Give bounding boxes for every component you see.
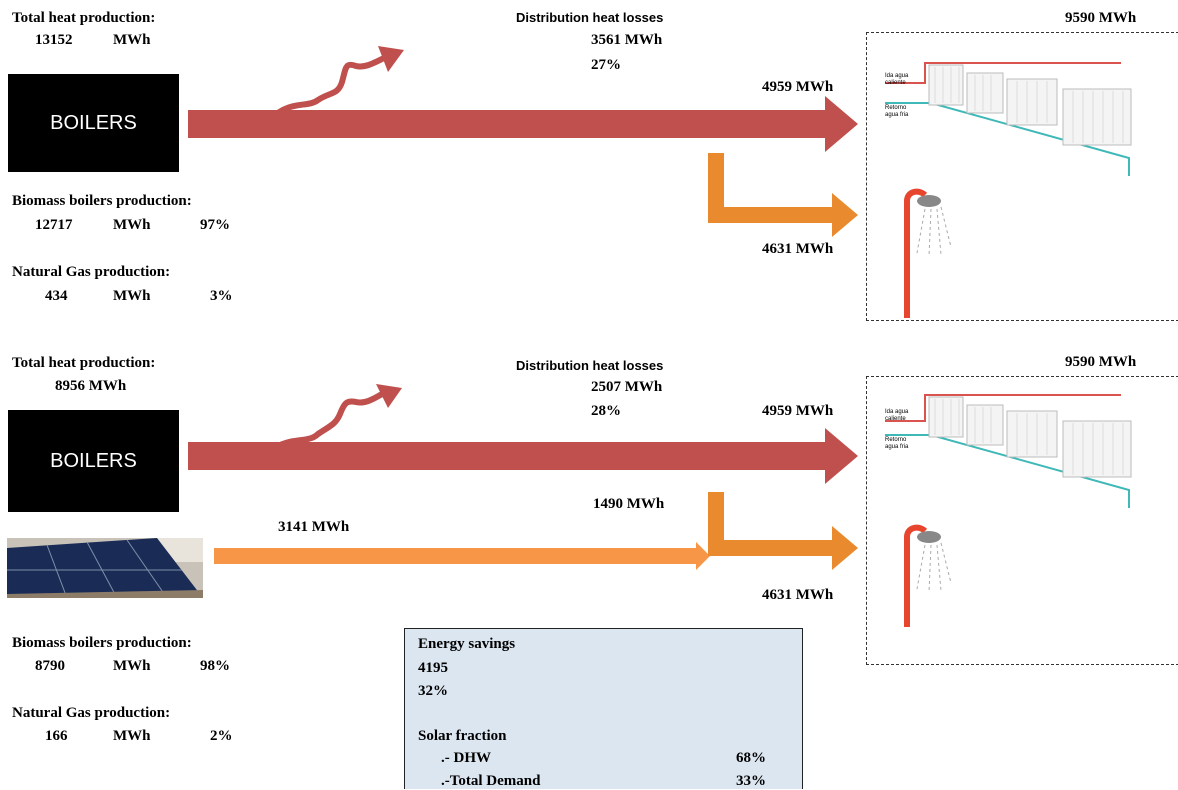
dhw-flow-arrow-2 bbox=[708, 492, 858, 570]
heat-loss-arrowhead-2 bbox=[376, 384, 402, 408]
solar-panels-image bbox=[7, 538, 203, 598]
radiator-illustration-2 bbox=[885, 394, 1132, 627]
heat-loss-arrowhead-1 bbox=[378, 46, 404, 72]
hot-pipe-label-1: Ida agua caliente bbox=[885, 73, 909, 86]
heat-loss-arrow-1 bbox=[269, 55, 386, 121]
total-heat-label-1: Total heat production: bbox=[12, 10, 156, 26]
energy-savings-label: Energy savings bbox=[418, 636, 516, 652]
dhw-fraction-pct: 68% bbox=[736, 750, 766, 766]
losses-pct-2: 28% bbox=[591, 403, 621, 419]
losses-label-2: Distribution heat losses bbox=[516, 358, 664, 373]
biomass-value-2: 8790 bbox=[35, 658, 65, 674]
biomass-unit-2: MWh bbox=[113, 658, 151, 674]
consumer-box-1: Ida agua caliente Retorno agua fria bbox=[866, 32, 1178, 321]
losses-pct-1: 27% bbox=[591, 57, 621, 73]
losses-value-2: 2507 MWh bbox=[591, 379, 663, 395]
cold-pipe-label-2: Retorno agua fria bbox=[885, 437, 909, 450]
total-demand-label: .-Total Demand bbox=[441, 773, 541, 789]
solar-fraction-label: Solar fraction bbox=[418, 728, 507, 744]
total-demand-pct: 33% bbox=[736, 773, 766, 789]
solar-flow-arrow bbox=[214, 542, 710, 570]
gas-value-2: 166 bbox=[45, 728, 68, 744]
total-heat-value-1: 13152 bbox=[35, 32, 73, 48]
dhw-fraction-label: .- DHW bbox=[441, 750, 491, 766]
energy-savings-pct: 32% bbox=[418, 683, 448, 699]
losses-label-1: Distribution heat losses bbox=[516, 10, 664, 25]
boilers-box-1: BOILERS bbox=[8, 74, 179, 172]
biomass-pct-1: 97% bbox=[200, 217, 230, 233]
hot-pipe-label-2: Ida agua caliente bbox=[885, 409, 909, 422]
boilers-box-2: BOILERS bbox=[8, 410, 179, 512]
demand-value-1: 9590 MWh bbox=[1065, 10, 1137, 26]
biomass-value-1: 12717 bbox=[35, 217, 73, 233]
heating-value-1: 4959 MWh bbox=[762, 79, 834, 95]
summary-box: Energy savings 4195 32% Solar fraction .… bbox=[404, 628, 803, 789]
heat-loss-arrow-2 bbox=[270, 391, 384, 453]
total-heat-label-2: Total heat production: bbox=[12, 355, 156, 371]
boiler-dhw-value-2: 1490 MWh bbox=[593, 496, 665, 512]
biomass-unit-1: MWh bbox=[113, 217, 151, 233]
demand-value-2: 9590 MWh bbox=[1065, 354, 1137, 370]
dhw-value-2: 4631 MWh bbox=[762, 587, 834, 603]
solar-value-2: 3141 MWh bbox=[278, 519, 350, 535]
biomass-label-1: Biomass boilers production: bbox=[12, 193, 192, 209]
heating-flow-arrow-2 bbox=[188, 428, 858, 484]
dhw-flow-arrow-1 bbox=[708, 153, 858, 237]
heating-flow-arrow-1 bbox=[188, 96, 858, 152]
cold-pipe-label-1: Retorno agua fria bbox=[885, 105, 909, 118]
gas-unit-2: MWh bbox=[113, 728, 151, 744]
gas-pct-1: 3% bbox=[210, 288, 233, 304]
radiator-illustration-1 bbox=[885, 62, 1132, 318]
losses-value-1: 3561 MWh bbox=[591, 32, 663, 48]
biomass-pct-2: 98% bbox=[200, 658, 230, 674]
total-heat-value-2: 8956 MWh bbox=[55, 378, 127, 394]
biomass-label-2: Biomass boilers production: bbox=[12, 635, 192, 651]
dhw-value-1: 4631 MWh bbox=[762, 241, 834, 257]
gas-pct-2: 2% bbox=[210, 728, 233, 744]
gas-value-1: 434 bbox=[45, 288, 68, 304]
consumer-box-2: Ida agua caliente Retorno agua fria bbox=[866, 376, 1178, 665]
energy-savings-value: 4195 bbox=[418, 660, 448, 676]
total-heat-unit-1: MWh bbox=[113, 32, 151, 48]
gas-unit-1: MWh bbox=[113, 288, 151, 304]
heating-value-2: 4959 MWh bbox=[762, 403, 834, 419]
gas-label-1: Natural Gas production: bbox=[12, 264, 171, 280]
gas-label-2: Natural Gas production: bbox=[12, 705, 171, 721]
